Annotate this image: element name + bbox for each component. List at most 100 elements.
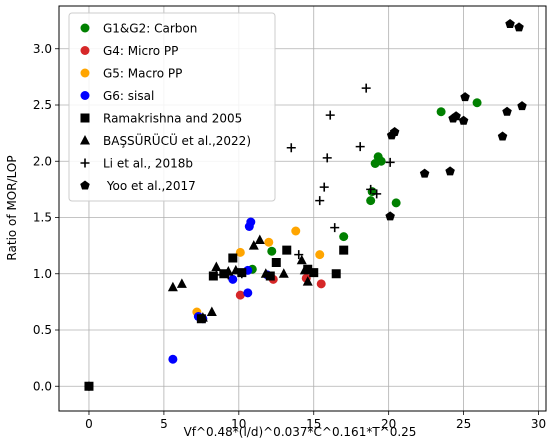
data-point [223,270,233,280]
data-point [372,189,382,199]
legend: G1&G2: Carbon G4: Micro PP G5: Macro PP G6:… [68,12,276,202]
data-point [497,131,508,141]
data-point [248,240,259,250]
y-tick-label: 2.5 [33,98,52,112]
data-point [339,232,349,242]
legend-box [68,12,276,202]
data-point [419,168,430,178]
legend-marker [80,68,90,78]
legend-marker [80,135,90,145]
legend-label: G4: Micro PP [103,44,178,58]
data-point [366,196,376,206]
legend-marker [80,23,90,33]
legend-marker [80,180,90,190]
legend-entry: G1&G2: Carbon [80,22,197,36]
data-point [389,127,400,137]
x-tick-label: 5 [160,417,168,431]
legend-label: G1&G2: Carbon [103,22,197,36]
data-point [376,156,386,166]
data-point [230,264,241,275]
data-point [514,22,524,32]
data-point [243,288,253,298]
legend-label: Ramakrishna and 2005 [103,112,242,126]
data-point [260,268,271,278]
data-point [339,245,349,255]
data-point [228,274,238,284]
data-point [502,106,512,116]
x-tick-label: 20 [381,417,396,431]
legend-marker [80,91,90,100]
data-point [315,250,325,260]
data-point [460,92,470,102]
data-point [385,211,395,221]
data-point [176,278,187,288]
x-tick-label: 25 [456,417,471,431]
data-point [367,187,377,197]
data-point [278,268,289,278]
data-point [228,253,238,263]
legend-entry: BAŞSÜRÜCÜ et al.,2022) [80,132,251,148]
data-point [361,83,371,93]
data-point [451,111,461,121]
x-tick-label: 0 [85,417,93,431]
data-point [219,269,229,279]
data-point [271,258,281,267]
x-axis-label: Vf^0.48*(l/d)^0.037*C^0.161*T^0.25 [184,425,417,439]
data-point [294,250,304,260]
data-point [296,254,307,265]
legend-label: Yoo et al.,2017 [103,179,196,193]
y-tick-label: 3.0 [33,42,52,56]
data-point [445,166,455,176]
y-tick-label: 0.5 [33,323,52,337]
data-point [436,107,446,117]
plot-frame [58,5,547,412]
data-points [84,19,527,391]
data-point [316,279,326,289]
data-point [206,306,217,316]
x-tick-label: 15 [306,417,321,431]
data-point [303,264,313,274]
data-point [264,237,274,247]
data-point [267,246,277,256]
data-point [458,115,469,125]
data-point [168,354,178,364]
y-tick-label: 0.0 [33,379,52,393]
data-point [330,223,340,233]
data-point [286,143,296,153]
data-point [211,261,222,271]
legend-entry: G6: sisal [80,89,154,103]
data-point [325,110,335,120]
data-point [299,264,310,275]
legend-label: G6: sisal [103,89,154,103]
data-point [391,198,401,208]
data-point [235,247,245,257]
data-point [167,281,178,292]
y-tick-label: 2.0 [33,154,52,168]
data-point [309,268,319,278]
data-point [84,381,94,391]
data-point [302,276,313,286]
y-axis-label: Ratio of MOR/LOP [5,155,19,260]
data-point [319,182,329,192]
legend-entry: Ramakrishna and 2005 [80,112,242,126]
data-point [237,269,247,279]
data-point [291,226,301,236]
legend-entry: G4: Micro PP [80,44,178,58]
legend-label: BAŞSÜRÜCÜ et al.,2022) [103,132,251,148]
data-point [246,217,256,227]
data-point [208,271,218,281]
data-point [265,271,275,281]
data-point [235,290,245,300]
data-point [331,269,341,279]
data-point [211,270,221,280]
y-tick-label: 1.0 [33,267,52,281]
legend-entry: Li et al., 2018b [80,157,193,171]
legend-entry: G5: Macro PP [80,67,182,81]
data-point [322,153,332,163]
legend-label: G5: Macro PP [103,67,182,81]
legend-marker [80,113,90,123]
data-point [315,196,325,206]
data-point [254,234,265,244]
data-point [282,245,292,255]
